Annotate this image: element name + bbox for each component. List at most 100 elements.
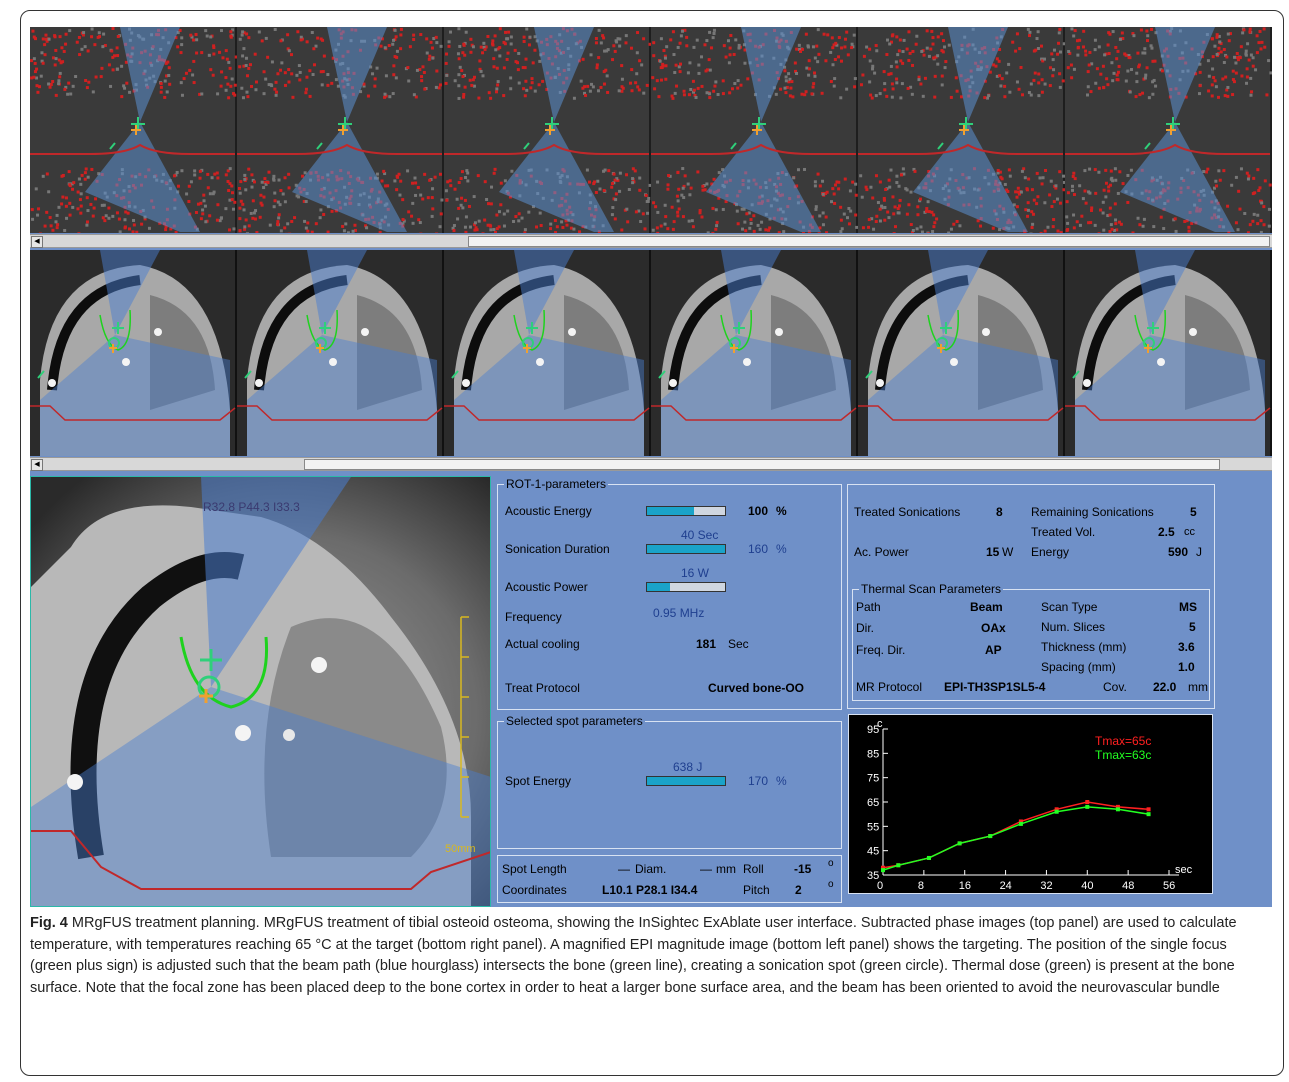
- sonication-duration-slider[interactable]: [646, 544, 726, 554]
- caption-text: MRgFUS treatment planning. MRgFUS treatm…: [30, 915, 1237, 996]
- y-tick-label: 65: [867, 797, 879, 809]
- phase-frame[interactable]: [444, 27, 652, 233]
- beam-lower: [706, 122, 821, 232]
- acoustic-power-slider[interactable]: [646, 582, 726, 592]
- thermal-dose-contour: [1134, 309, 1166, 351]
- mr-protocol-label: MR Protocol: [856, 680, 923, 694]
- diam-unit: mm: [716, 862, 736, 876]
- bone-interior: [978, 295, 1043, 410]
- magnitude-frame[interactable]: [651, 250, 857, 456]
- data-point: [1054, 809, 1059, 814]
- beam-upper: [1135, 250, 1195, 335]
- magnified-view: R32.8 P44.3 I33.3 50mm: [31, 477, 490, 906]
- magnitude-images: [30, 250, 1271, 456]
- treated-sonications-label: Treated Sonications: [854, 505, 961, 519]
- magnitude-frame[interactable]: [444, 250, 650, 456]
- magnified-epi-image[interactable]: R32.8 P44.3 I33.3 50mm: [30, 476, 491, 907]
- bone-line: [237, 405, 443, 421]
- scan-type-label: Scan Type: [1041, 600, 1098, 614]
- phase-frame[interactable]: [651, 27, 859, 233]
- spot-length-value: —: [618, 862, 630, 876]
- magnitude-frame[interactable]: [30, 250, 236, 456]
- acoustic-energy-value: 100: [748, 504, 769, 518]
- target-cross-icon: [752, 125, 762, 135]
- arrow-icon: [1144, 142, 1151, 150]
- beam-lower: [661, 335, 851, 456]
- bone-interior: [1185, 295, 1250, 410]
- vessel-dot: [568, 328, 576, 336]
- vessel-dot: [329, 358, 337, 366]
- data-point: [1115, 804, 1120, 809]
- vessel-dot: [669, 379, 677, 387]
- vessel-dot: [982, 328, 990, 336]
- focus-plus-icon: [940, 322, 952, 334]
- arrow-icon: [109, 142, 116, 150]
- bone-line: [444, 143, 649, 155]
- spot-energy-above: 638 J: [673, 760, 703, 774]
- scroll-thumb[interactable]: [304, 459, 1220, 470]
- focus-plus-icon: [752, 117, 766, 131]
- temperature-chart-frame: 35 45 55 65 75 85 95 0 8 16 24 32 40 48 56 c sec Tmax=65c…: [848, 714, 1213, 894]
- magnitude-scrollbar[interactable]: ◀: [30, 457, 1272, 471]
- treated-vol-unit: cc: [1184, 526, 1195, 538]
- phase-images: [30, 27, 1272, 233]
- phase-frame[interactable]: [237, 27, 444, 233]
- actual-cooling-label: Actual cooling: [505, 637, 580, 651]
- temperature-chart: 35 45 55 65 75 85 95 0 8 16 24 32 40 48 56 c sec Tmax=65c…: [849, 715, 1212, 893]
- target-cross-icon: [338, 125, 348, 135]
- scroll-thumb[interactable]: [468, 236, 1270, 247]
- focus-plus-icon: [338, 117, 352, 131]
- x-tick-label: 40: [1081, 880, 1093, 892]
- focus-plus-icon: [1147, 322, 1159, 334]
- scroll-left-icon[interactable]: ◀: [31, 459, 43, 471]
- phase-frame[interactable]: [858, 27, 1066, 233]
- frequency-label: Frequency: [505, 610, 562, 624]
- bone-interior: [150, 295, 215, 410]
- spot-energy-slider[interactable]: [646, 776, 726, 786]
- treat-protocol-value[interactable]: Curved bone-OO: [708, 681, 805, 695]
- arrow-icon: [244, 370, 252, 379]
- phase-frame[interactable]: [30, 27, 238, 233]
- figure-caption: Fig. 4 MRgFUS treatment planning. MRgFUS…: [30, 913, 1270, 999]
- slider-fill: [647, 545, 725, 553]
- actual-cooling-value: 181: [696, 637, 717, 651]
- phase-scrollbar[interactable]: ◀: [30, 234, 1272, 248]
- diam-label: Diam.: [635, 862, 667, 876]
- scroll-left-icon[interactable]: ◀: [31, 236, 43, 248]
- data-point: [1085, 800, 1090, 804]
- data-point: [881, 868, 885, 873]
- bone-interior: [357, 295, 422, 410]
- bone-interior: [264, 618, 447, 857]
- vessel-dot: [775, 328, 783, 336]
- vessel-dot: [876, 379, 884, 387]
- beam-lower: [454, 335, 644, 456]
- slider-fill: [647, 583, 671, 591]
- bone-line: [30, 405, 236, 421]
- bone-line: [858, 405, 1064, 421]
- mr-protocol-value: EPI-TH3SP1SL5-4: [944, 680, 1046, 694]
- acoustic-energy-slider[interactable]: [646, 506, 726, 516]
- y-tick-label: 75: [867, 773, 879, 785]
- sonication-duration-above: 40 Sec: [681, 528, 719, 542]
- spot-geometry-panel: Spot Length — Diam. — mm Roll -15 o Coor…: [497, 855, 842, 903]
- phase-frame[interactable]: [1065, 27, 1272, 233]
- x-tick-label: 48: [1122, 880, 1134, 892]
- bone-line: [237, 143, 442, 155]
- vessel-dot: [235, 725, 251, 741]
- beam-upper: [741, 27, 801, 122]
- arrow-icon: [451, 370, 459, 379]
- energy-label: Energy: [1031, 545, 1070, 559]
- y-tick-label: 45: [867, 846, 879, 858]
- acoustic-power-above: 16 W: [681, 566, 710, 580]
- magnitude-frame[interactable]: [1065, 250, 1271, 456]
- bone-line: [1065, 143, 1270, 155]
- scan-type-value: MS: [1179, 600, 1197, 614]
- bone-interior: [564, 295, 629, 410]
- vessel-dot: [950, 358, 958, 366]
- arrow-icon: [37, 370, 45, 379]
- magnitude-frame[interactable]: [237, 250, 443, 456]
- num-slices-value: 5: [1189, 620, 1196, 634]
- target-cross-icon: [316, 344, 324, 353]
- magnitude-frame[interactable]: [858, 250, 1064, 456]
- y-tick-label: 85: [867, 748, 879, 760]
